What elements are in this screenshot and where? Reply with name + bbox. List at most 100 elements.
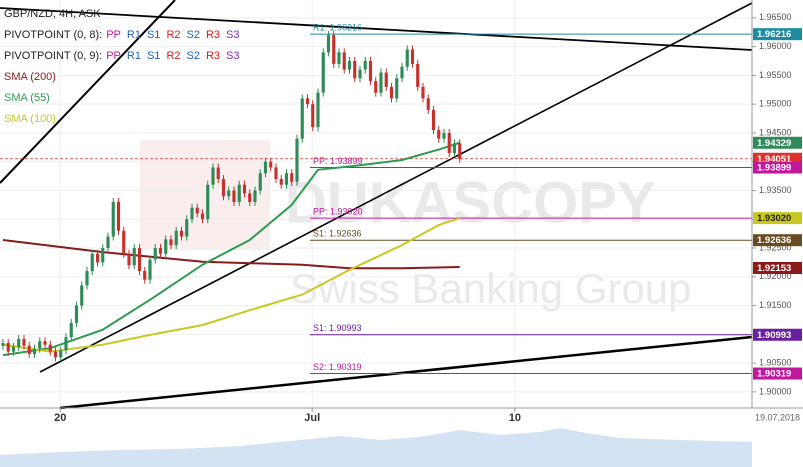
y-tick-label: 1.91500 <box>759 300 792 310</box>
legend-pivot: S2 <box>187 50 200 62</box>
candle-body <box>290 173 294 182</box>
candle-body <box>95 253 100 263</box>
price-tag-label: 1.92636 <box>757 235 791 246</box>
candle-body <box>389 86 394 99</box>
legend-pivot: R2 <box>166 50 180 62</box>
navigator-area <box>0 428 752 467</box>
legend-pivot: R1 <box>127 50 141 62</box>
candle-body <box>158 248 163 254</box>
candle-body <box>300 98 304 139</box>
candle-body <box>90 253 94 272</box>
candle-body <box>347 60 352 70</box>
candle-body <box>143 271 147 280</box>
price-tag <box>753 234 802 247</box>
candle-body <box>132 248 136 266</box>
candle-body <box>426 98 430 110</box>
candle-body <box>43 341 47 345</box>
legend-pivot: S1 <box>147 29 160 41</box>
price-tag-label: 1.94051 <box>757 154 792 165</box>
candle-body <box>279 178 283 185</box>
candle-body <box>206 184 210 220</box>
legend-pivot: R2 <box>166 29 180 41</box>
candle-body <box>258 173 262 191</box>
candle-body <box>353 60 357 79</box>
watermark-subtext: Swiss Banking Group <box>290 265 692 312</box>
candle-body <box>216 167 220 179</box>
candle-body <box>17 338 21 348</box>
x-tick-label: Jul <box>304 412 320 424</box>
candle-body <box>332 35 336 64</box>
price-tag-label: 1.90993 <box>757 330 791 341</box>
price-tag <box>753 161 802 174</box>
candle-body <box>185 219 189 237</box>
candle-body <box>106 236 110 249</box>
candle-body <box>169 239 173 246</box>
candle-body <box>316 92 320 128</box>
grid <box>0 0 752 408</box>
price-tag-label: 1.90319 <box>757 369 791 380</box>
levels: R1: 1.96216 PP: 1.93899 PP: 1.93020 S1: 1.9… <box>0 23 752 375</box>
candle-body <box>74 305 79 323</box>
sma-line <box>2 141 461 357</box>
candle-body <box>342 52 346 70</box>
candle-body <box>127 253 131 266</box>
legend-entry: SMA (55) <box>4 92 50 104</box>
candle-body <box>452 143 457 154</box>
y-tick-label: 1.92500 <box>759 242 792 252</box>
pivot-label: R1: 1.96216 <box>313 23 362 33</box>
candle-body <box>38 341 42 349</box>
candle-body <box>447 132 451 154</box>
candle-body <box>405 49 409 67</box>
y-tick-label: 1.96000 <box>759 41 792 51</box>
price-tag <box>753 136 802 149</box>
price-tag <box>753 261 802 274</box>
candle-body <box>11 347 16 352</box>
candle-body <box>431 109 436 131</box>
price-tag <box>753 28 802 41</box>
candle-body <box>421 86 425 99</box>
price-tag <box>753 367 802 380</box>
candle-body <box>321 52 325 93</box>
candle-body <box>59 350 63 358</box>
candle-body <box>295 138 299 182</box>
candle-body <box>221 178 226 197</box>
candle-body <box>211 167 215 185</box>
candle-body <box>53 351 58 358</box>
candle-body <box>368 60 373 82</box>
y-tick-label: 1.93500 <box>759 185 792 195</box>
legend-pivot: S3 <box>226 50 239 62</box>
candle-body <box>237 184 241 202</box>
legend-label: PIVOTPOINT (0, 9): <box>4 50 102 62</box>
candle-body <box>153 248 157 260</box>
candle-body <box>400 66 404 79</box>
date-label: 19.07.2018 <box>755 412 800 422</box>
candle-body <box>27 345 31 354</box>
candle-body <box>164 239 168 254</box>
candle-body <box>337 52 341 64</box>
price-tag-label: 1.93020 <box>757 213 791 224</box>
candle-body <box>437 130 441 139</box>
legend: GBP/NZD, 4H, ASK PIVOTPOINT (0, 8): PP R1 S… <box>4 8 240 125</box>
candle-body <box>384 72 388 87</box>
candle-body <box>22 338 26 346</box>
candle-body <box>227 190 231 197</box>
candle-body <box>122 230 126 254</box>
candle-body <box>200 213 205 220</box>
candle-body <box>242 184 247 194</box>
candle-body <box>195 207 199 214</box>
candle-body <box>363 60 367 70</box>
candle-body <box>374 81 378 93</box>
watermark-text: DUKASCOPY <box>285 170 656 235</box>
legend-pivot: R3 <box>206 50 220 62</box>
trend-lines <box>0 0 753 410</box>
trend-line <box>0 0 176 184</box>
legend-pivot: PP <box>106 50 121 62</box>
pivot-label: PP: 1.93020 <box>313 206 363 216</box>
trend-line <box>0 7 753 51</box>
candle-body <box>311 104 315 128</box>
candle-body <box>111 201 115 237</box>
candle-body <box>64 337 68 351</box>
candle-body <box>232 190 236 202</box>
pivot-label: S1: 1.90993 <box>313 323 362 333</box>
